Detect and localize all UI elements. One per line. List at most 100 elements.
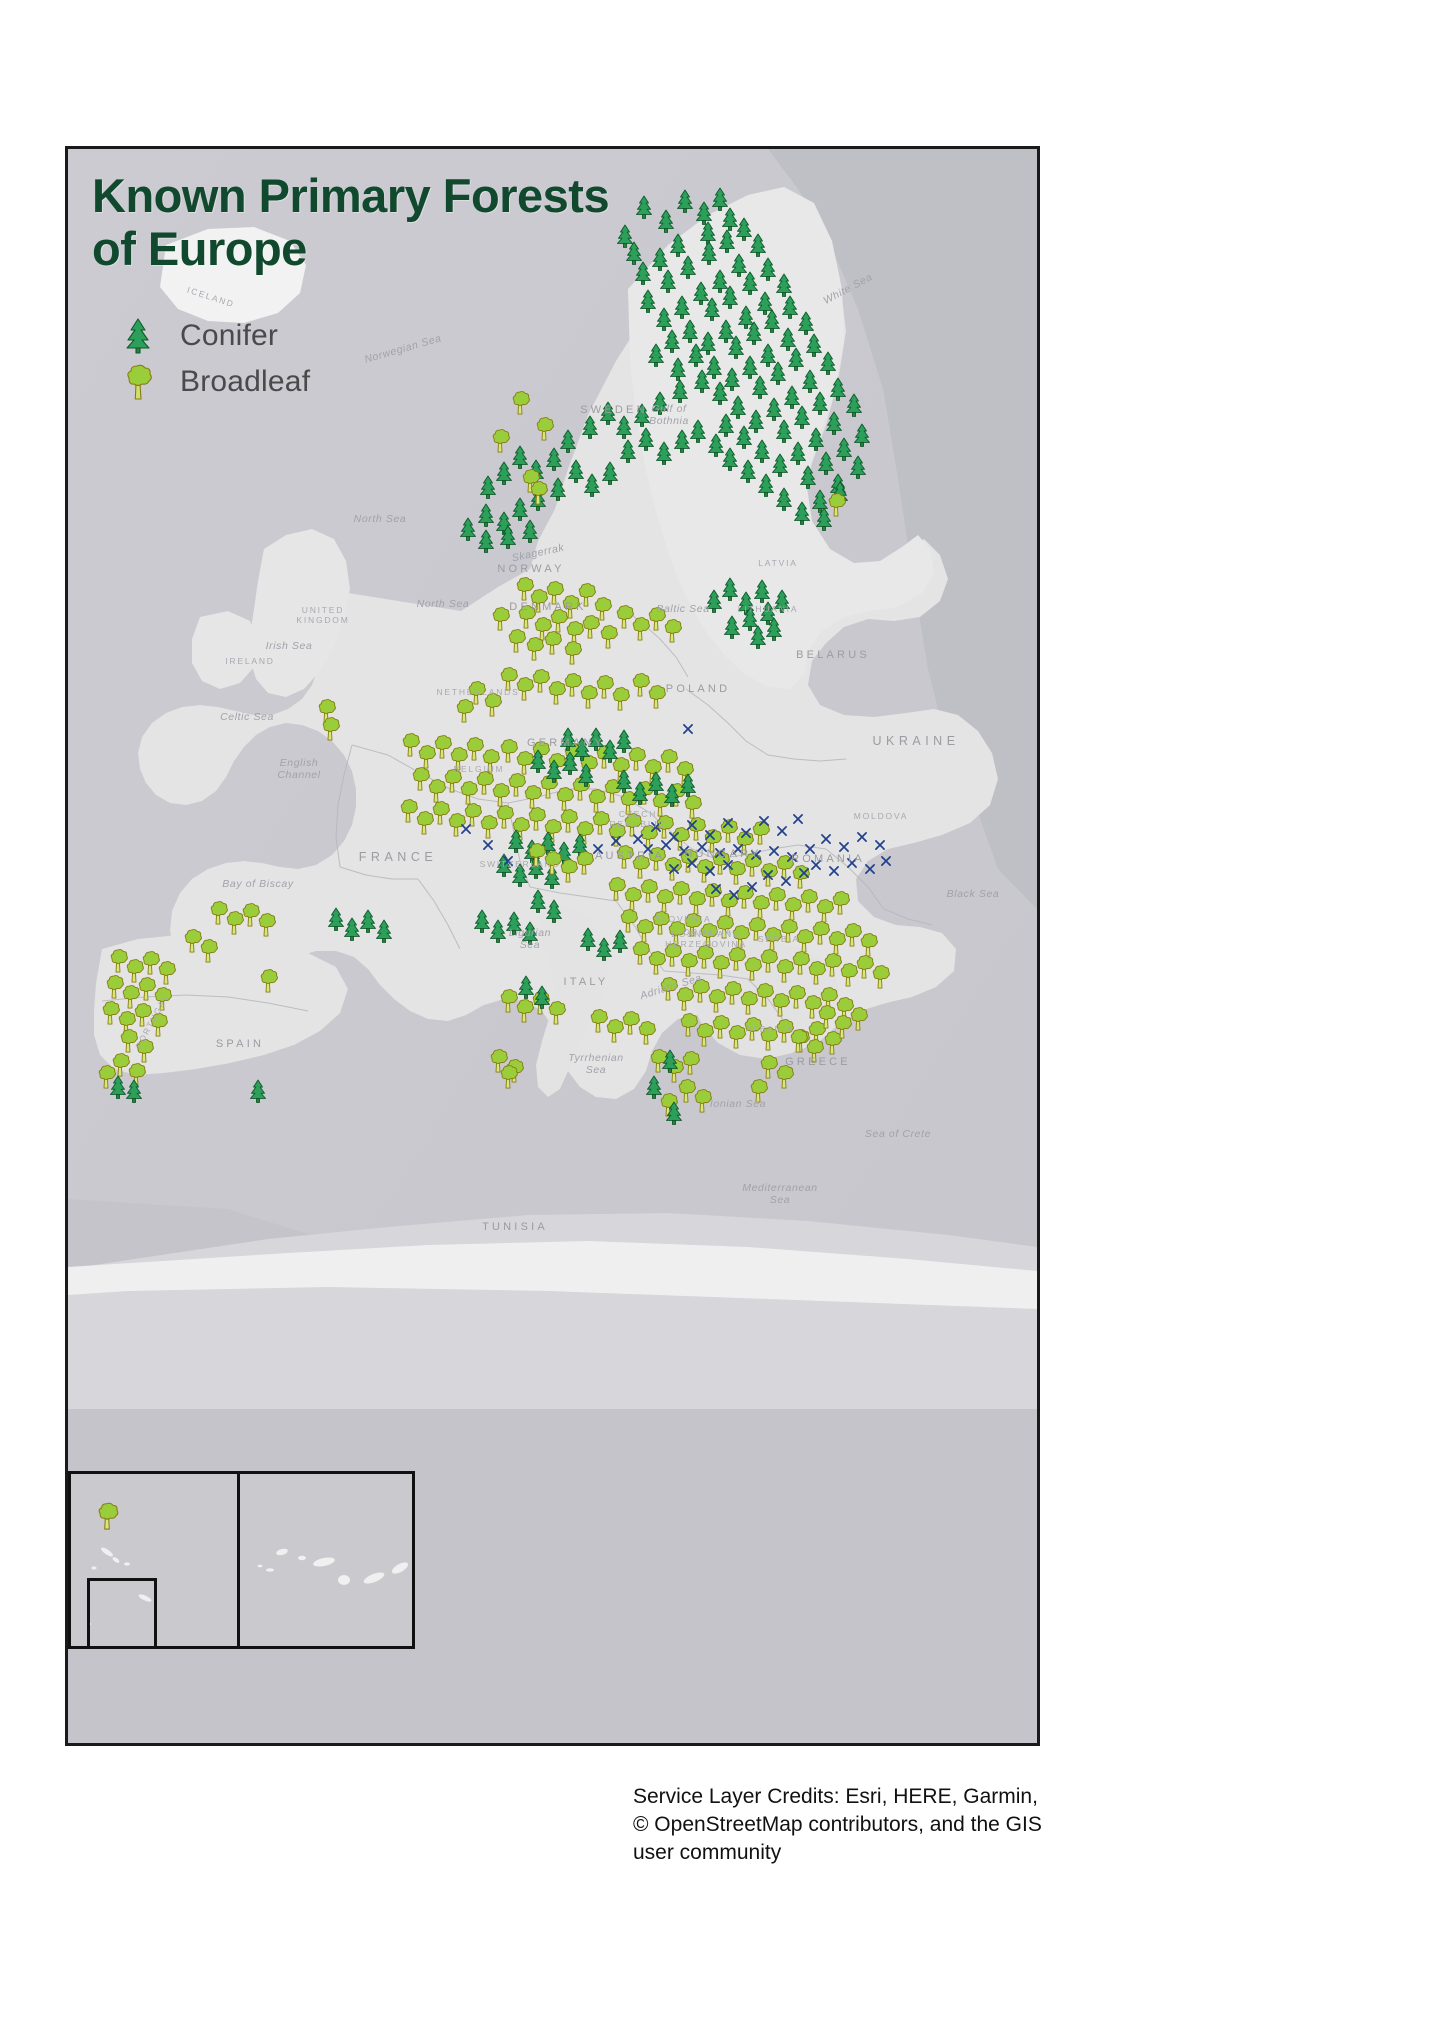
broadleaf-tree-icon [259, 969, 278, 993]
conifer-tree-icon [670, 233, 687, 257]
water-label: Norwegian Sea [363, 332, 443, 366]
conifer-tree-icon [617, 224, 634, 248]
broadleaf-tree-icon [703, 883, 722, 907]
broadleaf-tree-icon [499, 739, 518, 763]
broadleaf-tree-icon [531, 669, 550, 693]
conifer-tree-icon [616, 769, 633, 793]
broadleaf-tree-icon [683, 795, 702, 819]
broadleaf-tree-icon [443, 769, 462, 793]
water-label: Ligurian Sea [508, 927, 552, 951]
inset-title-canary: Canary Is. [278, 1480, 374, 1503]
broadleaf-tree-icon [787, 985, 806, 1009]
broadleaf-tree-icon [121, 985, 140, 1009]
broadleaf-tree-icon [547, 753, 566, 777]
country-label: PORTUGAL [133, 991, 171, 1051]
broadleaf-tree-icon [531, 991, 550, 1015]
broadleaf-tree-icon [499, 989, 518, 1013]
broadleaf-tree-icon [763, 927, 782, 951]
conifer-tree-icon [832, 481, 849, 505]
broadleaf-tree-icon [631, 855, 650, 879]
conifer-tree-icon [540, 831, 557, 855]
conifer-tree-icon [742, 271, 759, 295]
conifer-tree-icon [742, 355, 759, 379]
broadleaf-tree-icon [157, 961, 176, 985]
broadleaf-tree-icon [795, 929, 814, 953]
conifer-tree-icon [664, 783, 681, 807]
broadleaf-tree-icon [651, 911, 670, 935]
broadleaf-tree-icon [839, 963, 858, 987]
conifer-tree-icon [660, 269, 677, 293]
broadleaf-tree-icon [647, 951, 666, 975]
conifer-tree-icon [636, 195, 653, 219]
cross-marker-icon [483, 840, 494, 851]
broadleaf-tree-icon [317, 699, 336, 723]
conifer-tree-icon [490, 919, 507, 943]
broadleaf-tree-icon [507, 629, 526, 653]
cross-marker-icon [705, 866, 716, 877]
broadleaf-tree-icon [677, 1079, 696, 1103]
broadleaf-tree-icon [623, 887, 642, 911]
water-label: Celtic Sea [220, 711, 274, 723]
conifer-tree-icon [512, 445, 529, 469]
broadleaf-tree-icon [815, 899, 834, 923]
conifer-tree-icon [826, 411, 843, 435]
conifer-tree-icon [706, 355, 723, 379]
broadleaf-tree-icon [693, 1089, 712, 1113]
conifer-tree-icon [560, 429, 577, 453]
inset-azores-madeira[interactable]: Azores Is. & Madeira [68, 1471, 240, 1649]
broadleaf-tree-icon [459, 781, 478, 805]
broadleaf-tree-icon [117, 1011, 136, 1035]
broadleaf-tree-icon [119, 1029, 138, 1053]
broadleaf-tree-icon [775, 1019, 794, 1043]
broadleaf-tree-icon [759, 863, 778, 887]
conifer-tree-icon [738, 591, 755, 615]
conifer-tree-icon [770, 361, 787, 385]
broadleaf-tree-icon [751, 895, 770, 919]
broadleaf-tree-icon [799, 889, 818, 913]
broadleaf-tree-icon [643, 759, 662, 783]
broadleaf-tree-icon [789, 1029, 808, 1053]
country-label: BELGIUM [453, 764, 505, 774]
conifer-tree-icon [830, 473, 847, 497]
broadleaf-tree-icon [849, 1007, 868, 1031]
broadleaf-tree-icon [579, 685, 598, 709]
conifer-tree-icon [652, 247, 669, 271]
conifer-tree-icon [524, 839, 541, 863]
broadleaf-tree-icon [489, 1049, 508, 1073]
cross-marker-icon [687, 820, 698, 831]
broadleaf-tree-icon [615, 845, 634, 869]
conifer-tree-icon [764, 309, 781, 333]
broadleaf-tree-icon [417, 745, 436, 769]
broadleaf-tree-icon [591, 811, 610, 835]
broadleaf-tree-icon [183, 929, 202, 953]
conifer-tree-icon [360, 909, 377, 933]
broadleaf-tree-icon [691, 979, 710, 1003]
conifer-tree-icon [776, 273, 793, 297]
cross-marker-icon [799, 868, 810, 879]
cross-marker-icon [661, 840, 672, 851]
conifer-tree-icon [700, 221, 717, 245]
broadleaf-tree-icon [579, 755, 598, 779]
country-label: ROMANIA [791, 853, 865, 865]
conifer-tree-icon [648, 771, 665, 795]
broadleaf-tree-icon [675, 761, 694, 785]
conifer-tree-icon [760, 601, 777, 625]
country-label: HUNGARY [684, 848, 762, 860]
broadleaf-tree-icon [843, 923, 862, 947]
broadleaf-tree-icon [711, 1015, 730, 1039]
broadleaf-tree-icon [101, 1001, 120, 1025]
broadleaf-tree-icon [823, 953, 842, 977]
broadleaf-tree-icon [775, 959, 794, 983]
conifer-tree-icon [550, 477, 567, 501]
conifer-tree-icon [126, 1079, 143, 1103]
cross-marker-icon [687, 858, 698, 869]
broadleaf-tree-icon [571, 777, 590, 801]
cross-marker-icon [723, 818, 734, 829]
conifer-tree-icon [731, 253, 748, 277]
broadleaf-tree-icon [649, 1049, 668, 1073]
cross-marker-icon [875, 840, 886, 851]
map-canvas[interactable]: Known Primary Forests of Europe Conifer [65, 146, 1040, 1746]
broadleaf-tree-icon [775, 1065, 794, 1089]
water-label: English Channel [277, 757, 321, 781]
inset-canary-islands[interactable]: Canary Is. [237, 1471, 415, 1649]
